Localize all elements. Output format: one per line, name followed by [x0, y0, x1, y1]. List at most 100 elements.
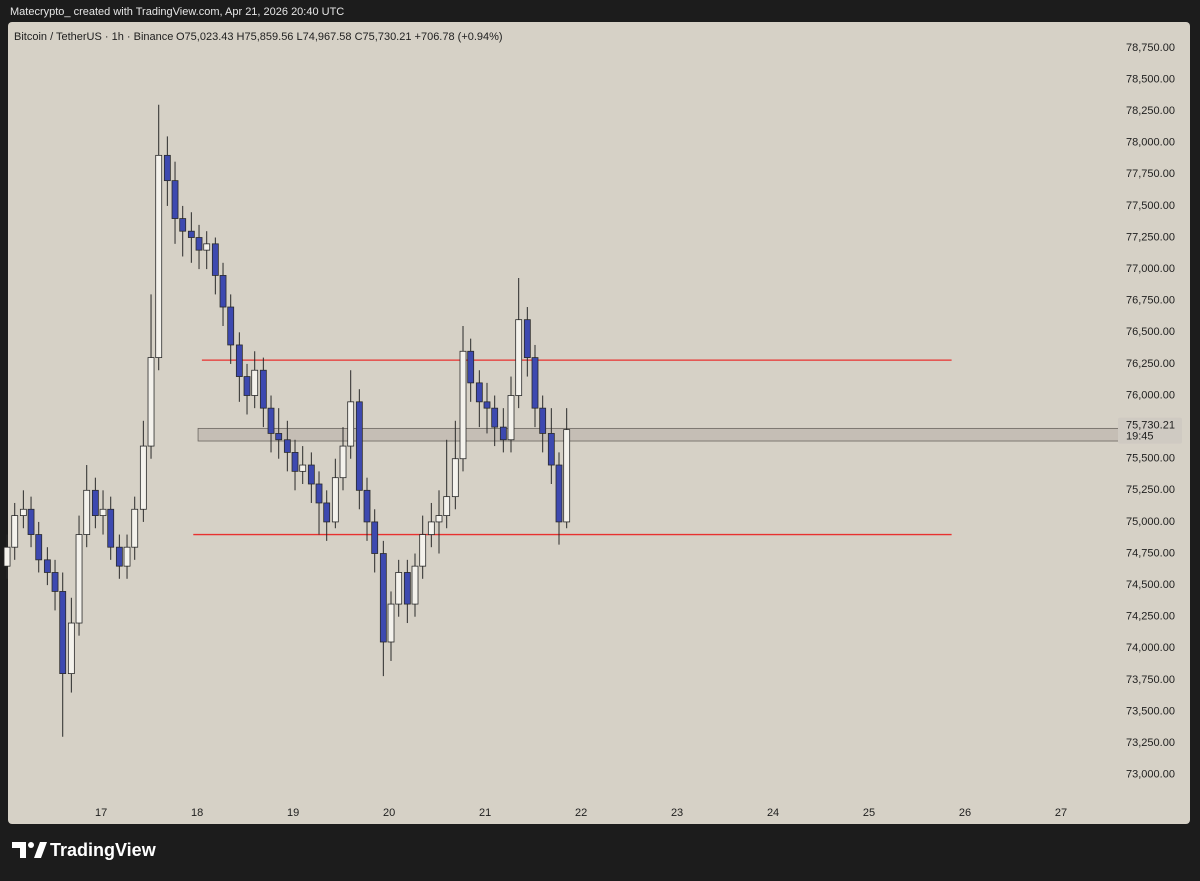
candle-body — [227, 306, 235, 346]
chart-panel — [8, 22, 1190, 824]
candle-body — [91, 489, 99, 516]
candle-body — [291, 451, 299, 472]
y-tick-label: 73,000.00 — [1126, 769, 1175, 781]
y-tick-label: 74,750.00 — [1126, 547, 1175, 559]
y-tick-label: 74,000.00 — [1126, 642, 1175, 654]
y-tick-label: 78,500.00 — [1126, 73, 1175, 85]
candle-body — [355, 401, 363, 491]
brand: TradingView — [50, 840, 157, 860]
y-tick-label: 73,500.00 — [1126, 705, 1175, 717]
candle-body — [363, 489, 371, 523]
candle-body — [203, 243, 211, 251]
candle-body — [331, 477, 339, 523]
candle-body — [499, 426, 507, 441]
countdown: 19:45 — [1126, 431, 1154, 443]
candle-body — [59, 591, 67, 674]
candle-body — [387, 603, 395, 643]
candle-body — [307, 464, 315, 485]
candle-body — [11, 515, 19, 548]
candle-body — [443, 496, 451, 516]
x-tick-label: 25 — [863, 807, 875, 819]
candle-body — [507, 395, 515, 441]
x-tick-label: 21 — [479, 807, 491, 819]
ohlc: O75,023.43 H75,859.56 L74,967.58 C75,730… — [176, 31, 503, 43]
candle-body — [491, 407, 499, 428]
candle-body — [259, 369, 267, 409]
candle-body — [27, 508, 35, 535]
candle-body — [171, 180, 179, 219]
candle-body — [211, 243, 219, 276]
candle-body — [99, 508, 107, 516]
candle-body — [235, 344, 243, 377]
candle-body — [147, 357, 155, 447]
candle-body — [283, 439, 291, 453]
candle-body — [67, 622, 75, 674]
candle-body — [219, 275, 227, 308]
x-tick-label: 24 — [767, 807, 779, 819]
y-tick-label: 78,250.00 — [1126, 105, 1175, 117]
candle-body — [155, 154, 163, 358]
y-tick-label: 76,000.00 — [1126, 389, 1175, 401]
candle-body — [347, 401, 355, 447]
candle-body — [51, 572, 59, 592]
x-tick-label: 19 — [287, 807, 299, 819]
y-tick-label: 78,750.00 — [1126, 42, 1175, 54]
credit: Matecrypto_ created with TradingView.com… — [10, 6, 344, 18]
y-tick-label: 75,000.00 — [1126, 516, 1175, 528]
y-tick-label: 74,500.00 — [1126, 579, 1175, 591]
y-tick-label: 74,250.00 — [1126, 611, 1175, 623]
y-tick-label: 77,000.00 — [1126, 263, 1175, 275]
candle-body — [123, 546, 131, 567]
candle-body — [139, 445, 147, 510]
candle-body — [3, 546, 11, 567]
candle-body — [339, 445, 347, 479]
y-tick-label: 76,250.00 — [1126, 358, 1175, 370]
y-tick-label: 75,500.00 — [1126, 453, 1175, 465]
candle-body — [475, 382, 483, 403]
candle-body — [403, 572, 411, 605]
candle-body — [395, 572, 403, 605]
y-tick-label: 76,500.00 — [1126, 326, 1175, 338]
candle-body — [163, 154, 171, 182]
candle-body — [243, 376, 251, 396]
candle-body — [419, 534, 427, 567]
candle-body — [315, 483, 323, 504]
x-tick-label: 22 — [575, 807, 587, 819]
candle-body — [179, 218, 187, 232]
x-tick-label: 17 — [95, 807, 107, 819]
candle-body — [195, 237, 203, 251]
candle-body — [83, 489, 91, 535]
last-price: 75,730.21 — [1126, 420, 1175, 432]
zone — [197, 427, 1120, 442]
candle-body — [531, 357, 539, 409]
symbol: Bitcoin / TetherUS · 1h · Binance — [14, 31, 173, 43]
candle-body — [459, 350, 467, 460]
y-tick-label: 77,750.00 — [1126, 168, 1175, 180]
price-label-box — [1118, 417, 1182, 444]
candle-body — [483, 401, 491, 409]
candle-body — [75, 534, 83, 624]
candle-body — [411, 565, 419, 605]
x-tick-label: 18 — [191, 807, 203, 819]
candle-body — [539, 407, 547, 434]
candle-body — [299, 464, 307, 472]
candle-body — [547, 433, 555, 466]
logo — [12, 842, 47, 858]
plot: 78,750.00 78,500.00 78,250.00 78,000.00 77,7… — [3, 42, 1182, 819]
candle-body — [131, 508, 139, 548]
candle-body — [427, 521, 435, 535]
candle-body — [43, 559, 51, 573]
x-tick-label: 26 — [959, 807, 971, 819]
candle-body — [187, 230, 195, 238]
x-tick-label: 20 — [383, 807, 395, 819]
y-tick-label: 73,750.00 — [1126, 674, 1175, 686]
candle-body — [35, 534, 43, 561]
y-tick-label: 77,500.00 — [1126, 200, 1175, 212]
candle-body — [451, 458, 459, 498]
x-tick-label: 23 — [671, 807, 683, 819]
y-tick-label: 77,250.00 — [1126, 231, 1175, 243]
y-tick-label: 75,250.00 — [1126, 484, 1175, 496]
candle-body — [523, 319, 531, 358]
